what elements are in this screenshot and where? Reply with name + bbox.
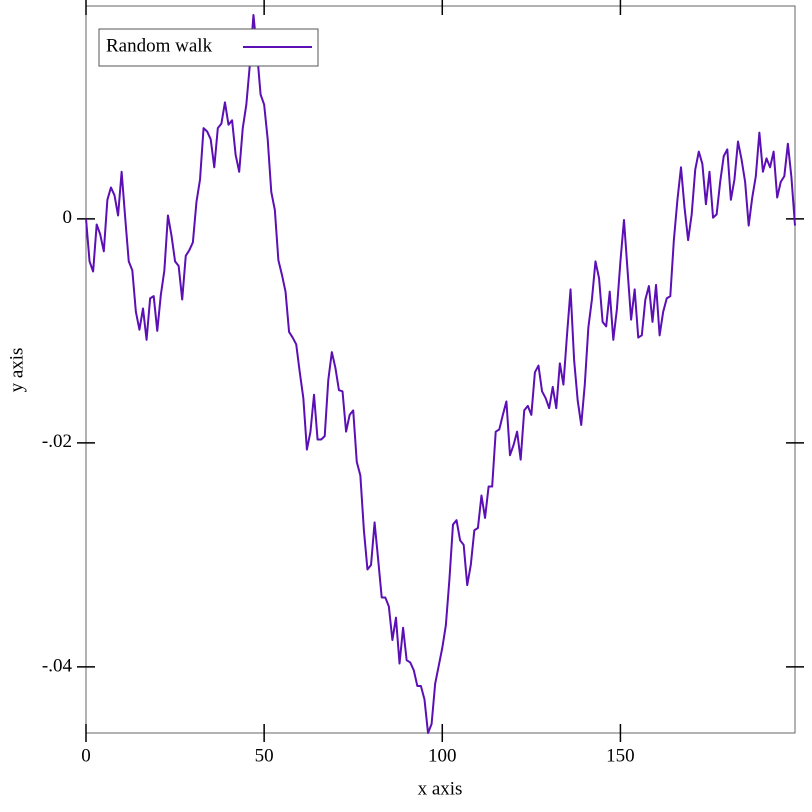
legend-label: Random walk xyxy=(106,35,213,56)
line xyxy=(85,13,796,734)
x-tick-label: 0 xyxy=(81,745,91,766)
x-tick-label: 100 xyxy=(428,745,457,766)
y-tick-label: -.02 xyxy=(42,431,72,452)
y-axis-label: y axis xyxy=(6,348,27,393)
x-tick-label: 150 xyxy=(606,745,635,766)
x-tick-label: 50 xyxy=(255,745,274,766)
y-tick-label: 0 xyxy=(63,207,73,228)
y-tick-label: -.04 xyxy=(42,655,73,676)
x-axis-label: x axis xyxy=(418,778,463,799)
plot-frame xyxy=(85,5,796,734)
